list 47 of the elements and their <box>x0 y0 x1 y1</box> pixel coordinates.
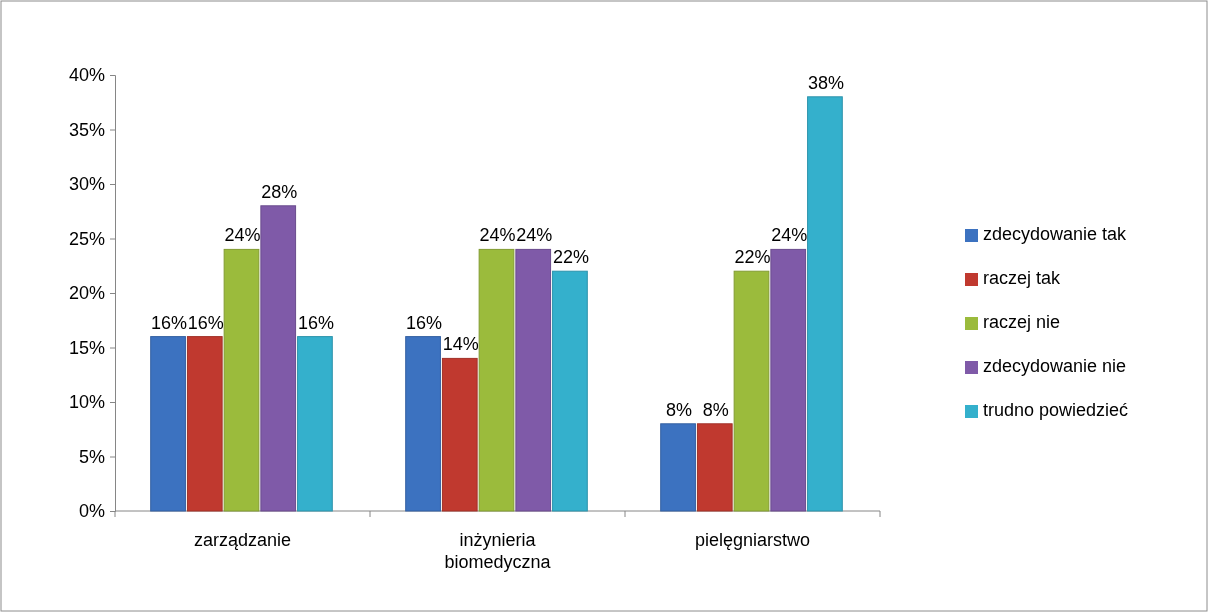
x-tick-label: pielęgniarstwo <box>694 530 811 550</box>
y-tick-label: 30% <box>68 174 105 195</box>
data-label: 8% <box>666 399 693 420</box>
bar <box>441 357 478 512</box>
data-label: 16% <box>151 312 188 333</box>
data-label: 24% <box>479 225 516 246</box>
bar <box>807 96 843 512</box>
y-tick-label: 10% <box>68 392 105 413</box>
data-label: 14% <box>442 334 479 355</box>
data-label: 24% <box>771 225 808 246</box>
bar <box>260 205 297 512</box>
y-tick-label: 20% <box>68 283 105 304</box>
x-tick-label: zarządzanie <box>193 530 292 550</box>
y-tick-label: 40% <box>68 65 105 86</box>
x-tick-label: inżynieria biomedyczna <box>444 530 552 572</box>
data-label: 8% <box>702 399 729 420</box>
data-label: 16% <box>406 312 443 333</box>
bar <box>515 248 552 512</box>
data-label: 16% <box>187 312 224 333</box>
data-label: 38% <box>807 72 844 93</box>
bar <box>297 336 333 512</box>
data-label: 24% <box>224 225 261 246</box>
bar <box>770 248 807 512</box>
data-label: 24% <box>516 225 553 246</box>
bar <box>696 423 733 512</box>
data-label: 22% <box>552 247 589 268</box>
legend-label: raczej nie <box>983 312 1061 332</box>
data-label: 16% <box>297 312 334 333</box>
bar <box>405 336 441 512</box>
legend-label: zdecydowanie tak <box>983 224 1128 244</box>
data-label: 22% <box>734 247 771 268</box>
bar <box>478 248 515 512</box>
bar <box>733 270 770 512</box>
y-tick-label: 25% <box>68 228 105 249</box>
y-tick-label: 5% <box>78 446 105 467</box>
legend-label: raczej tak <box>983 268 1062 288</box>
data-label: 28% <box>261 181 298 202</box>
bar <box>186 336 223 512</box>
y-tick-label: 15% <box>68 337 105 358</box>
bar <box>660 423 696 512</box>
bar <box>552 270 588 512</box>
bar <box>150 336 186 512</box>
legend-label: zdecydowanie nie <box>983 356 1127 376</box>
legend-label: trudno powiedzieć <box>983 400 1129 420</box>
y-tick-label: 35% <box>68 119 105 140</box>
bar <box>223 248 260 512</box>
y-tick-label: 0% <box>78 501 105 522</box>
